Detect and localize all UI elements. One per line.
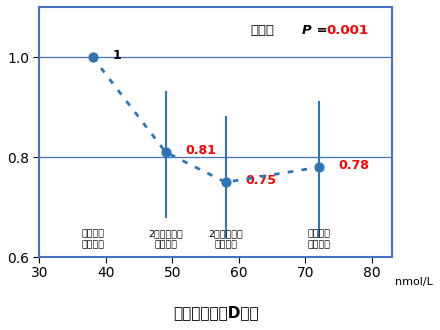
Text: 0.001: 0.001 [326, 24, 369, 38]
Text: 2番目に低い
グループ: 2番目に低い グループ [148, 229, 183, 249]
Point [89, 54, 96, 60]
Text: 0.78: 0.78 [338, 159, 370, 172]
Text: 最も低い
グループ: 最も低い グループ [81, 229, 104, 249]
Text: 最も高い
グループ: 最も高い グループ [307, 229, 330, 249]
Text: 0.81: 0.81 [186, 144, 216, 157]
X-axis label: 血中ビタミンD濃度: 血中ビタミンD濃度 [173, 305, 258, 320]
Text: 傾向性: 傾向性 [251, 24, 275, 38]
Text: 0.75: 0.75 [246, 174, 276, 187]
Text: nmol/L: nmol/L [395, 278, 433, 287]
Point [315, 165, 322, 170]
Point [162, 149, 169, 155]
Text: P: P [302, 24, 312, 38]
Point [222, 180, 229, 185]
Text: =: = [312, 24, 333, 38]
Text: 1: 1 [113, 49, 121, 62]
Text: 2番目に高い
グループ: 2番目に高い グループ [208, 229, 243, 249]
